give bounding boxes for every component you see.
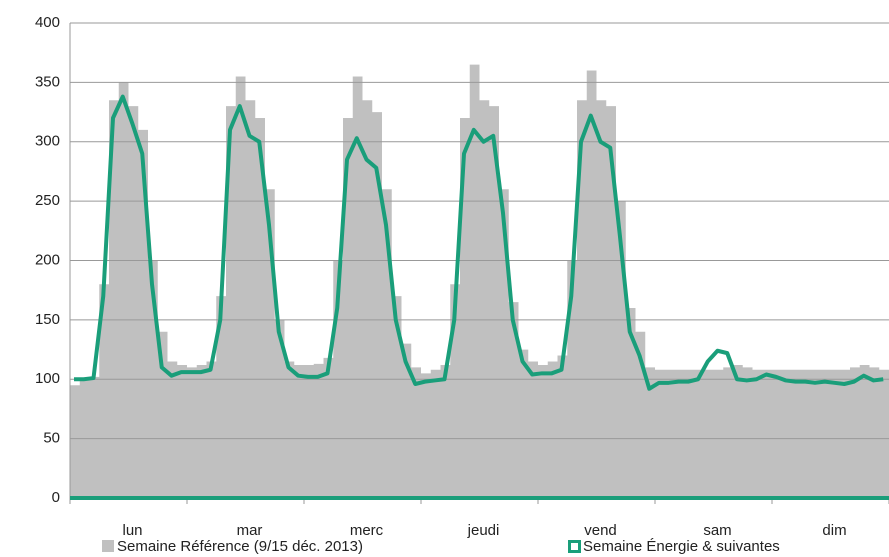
line [74, 94, 884, 391]
x-tick-label: mar [237, 522, 263, 539]
y-tick-label: 100 [35, 370, 60, 387]
y-tick-label: 50 [43, 430, 60, 447]
y-tick-label: 250 [35, 192, 60, 209]
x-tick-label: vend [584, 522, 617, 539]
x-tick-label: merc [350, 522, 384, 539]
y-tick-label: 200 [35, 251, 60, 268]
y-tick-label: 350 [35, 73, 60, 90]
x-tick-label: lun [122, 522, 142, 539]
legend-swatch [568, 540, 581, 553]
legend-swatch [102, 540, 114, 552]
area [70, 64, 889, 498]
legend-label: Semaine Référence (9/15 déc. 2013) [117, 538, 363, 555]
y-tick-label: 300 [35, 133, 60, 150]
legend-label: Semaine Énergie & suivantes [583, 538, 780, 555]
y-tick-label: 400 [35, 14, 60, 31]
y-tick-label: 0 [52, 489, 60, 506]
x-tick-label: jeudi [467, 522, 500, 539]
x-tick-label: dim [822, 522, 846, 539]
x-tick-label: sam [703, 522, 731, 539]
y-tick-label: 150 [35, 311, 60, 328]
